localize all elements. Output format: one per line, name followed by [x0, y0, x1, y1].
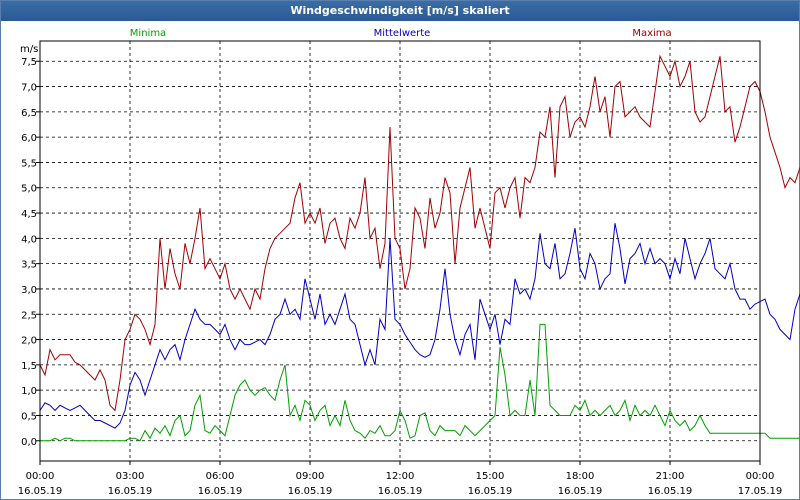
x-tick-time: 03:00 [116, 471, 145, 482]
axis-labels: 0,0 0,5 1,0 1,5 2,0 2,5 3,0 3,5 4,0 4,5 5,0 5,5 6,0 6… [18, 57, 783, 497]
y-tick-label: 5,0 [21, 184, 37, 195]
x-tick-time: 00:00 [746, 471, 775, 482]
x-tick-time: 09:00 [296, 471, 325, 482]
x-tick-date: 17.05.19 [738, 486, 783, 497]
y-tick-label: 4,0 [21, 234, 37, 245]
series-line-minima [40, 323, 800, 442]
x-tick-date: 16.05.19 [108, 486, 153, 497]
y-tick-label: 3,0 [21, 285, 37, 296]
x-tick-time: 00:00 [26, 471, 55, 482]
x-tick-time: 18:00 [566, 471, 595, 482]
y-tick-label: 4,5 [21, 209, 37, 220]
y-tick-label: 6,0 [21, 133, 37, 144]
y-tick-label: 1,5 [21, 361, 37, 372]
y-tick-label: 7,0 [21, 83, 37, 94]
series-line-mittelwerte [39, 223, 800, 429]
chart-title: Windgeschwindigkeit [m/s] skaliert [1, 1, 799, 21]
y-tick-label: 3,5 [21, 260, 37, 271]
x-tick-date: 16.05.19 [558, 486, 603, 497]
x-tick-date: 16.05.19 [648, 486, 693, 497]
legend-maxima: Maxima [632, 28, 671, 39]
x-tick-time: 21:00 [656, 471, 685, 482]
x-tick-date: 16.05.19 [198, 486, 243, 497]
x-tick-date: 16.05.19 [18, 486, 63, 497]
grid [40, 41, 760, 461]
y-tick-label: 2,0 [21, 336, 37, 347]
x-tick-time: 15:00 [476, 471, 505, 482]
x-tick-date: 16.05.19 [288, 486, 333, 497]
y-axis-label: m/s [20, 44, 38, 55]
x-tick-date: 16.05.19 [468, 486, 513, 497]
x-tick-time: 12:00 [386, 471, 415, 482]
y-tick-label: 7,5 [21, 57, 37, 68]
y-tick-label: 2,5 [21, 310, 37, 321]
series-line-maxima [39, 54, 800, 412]
y-tick-label: 0,5 [21, 411, 37, 422]
y-tick-label: 0,0 [21, 437, 37, 448]
series-group [39, 54, 800, 442]
x-tick-date: 16.05.19 [378, 486, 423, 497]
y-tick-label: 6,5 [21, 108, 37, 119]
legend-mittelwerte: Mittelwerte [374, 28, 431, 39]
legend-minima: Minima [130, 28, 166, 39]
x-tick-time: 06:00 [206, 471, 235, 482]
y-tick-label: 5,5 [21, 158, 37, 169]
y-tick-label: 1,0 [21, 386, 37, 397]
